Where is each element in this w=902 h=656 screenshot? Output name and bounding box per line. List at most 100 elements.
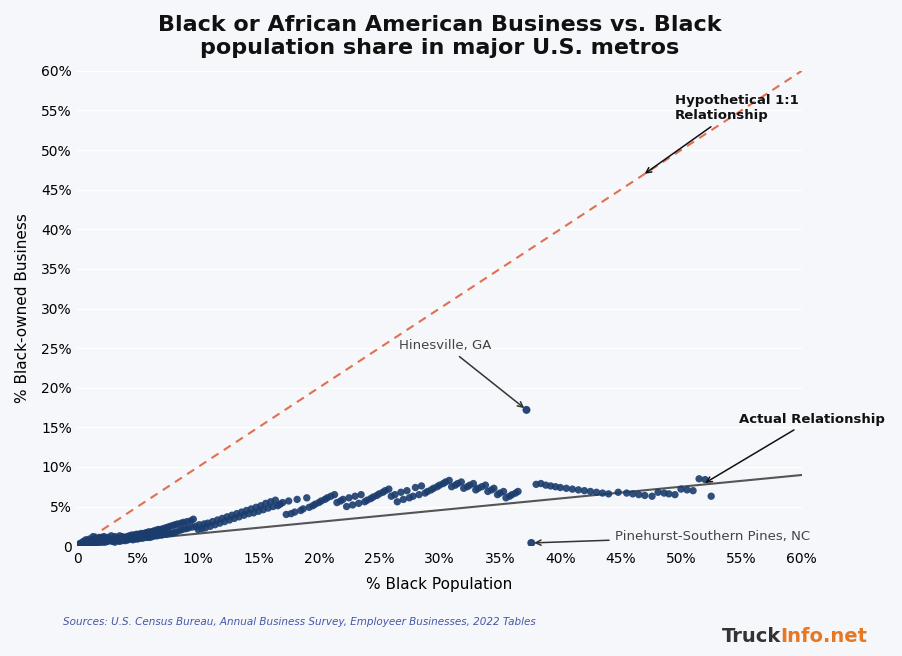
X-axis label: % Black Population: % Black Population (366, 577, 512, 592)
Point (160, 529, 174, 539)
Point (80, 536, 95, 546)
Point (203, 521, 217, 531)
Point (151, 524, 165, 535)
Point (220, 512, 235, 522)
Point (538, 480, 553, 491)
Point (152, 530, 167, 541)
Point (273, 499, 288, 510)
Point (162, 528, 177, 539)
Point (496, 486, 511, 497)
Point (135, 533, 150, 543)
Point (559, 483, 574, 493)
Point (448, 480, 463, 491)
Point (478, 480, 492, 491)
Point (82, 534, 97, 544)
Point (129, 529, 143, 539)
Point (306, 501, 320, 511)
Point (113, 536, 127, 546)
Point (86, 538, 100, 548)
Point (357, 497, 372, 507)
Point (179, 523, 193, 534)
Point (88, 538, 103, 548)
Point (246, 508, 261, 518)
Point (161, 522, 175, 533)
Point (125, 535, 140, 545)
Point (80, 539, 95, 549)
Point (418, 488, 432, 499)
Point (117, 532, 132, 543)
Point (638, 490, 652, 501)
Point (577, 485, 592, 496)
Point (78, 535, 93, 545)
Point (86, 531, 100, 542)
Point (81, 535, 96, 546)
Point (164, 528, 179, 539)
Point (456, 483, 471, 493)
Point (657, 488, 671, 499)
Point (109, 535, 124, 546)
Point (396, 494, 410, 504)
Point (484, 485, 499, 495)
Point (85, 539, 99, 549)
Point (96, 537, 110, 547)
Point (77, 536, 91, 546)
Point (529, 479, 543, 489)
Point (170, 527, 184, 537)
Point (150, 531, 164, 541)
Point (620, 488, 634, 499)
Point (400, 485, 414, 496)
Point (524, 538, 538, 548)
Point (334, 496, 348, 506)
Point (145, 531, 160, 542)
Point (625, 489, 640, 499)
Point (339, 501, 354, 512)
Point (259, 498, 273, 508)
Point (290, 494, 304, 504)
Point (511, 486, 525, 497)
Point (252, 506, 266, 516)
Point (225, 510, 239, 520)
Point (284, 508, 299, 519)
Point (180, 516, 195, 527)
Point (75, 539, 89, 549)
Point (366, 492, 381, 502)
Point (268, 495, 282, 505)
Point (89, 533, 104, 543)
Point (427, 483, 441, 493)
Point (314, 496, 328, 506)
Point (253, 501, 268, 511)
Point (336, 494, 350, 504)
Point (95, 535, 109, 546)
Point (611, 487, 625, 497)
Point (279, 509, 293, 520)
Point (288, 507, 302, 518)
Point (375, 487, 390, 497)
Point (78, 539, 92, 550)
Point (156, 523, 170, 534)
Text: Sources: U.S. Census Bureau, Annual Business Survey, Employeer Businesses, 2022 : Sources: U.S. Census Bureau, Annual Busi… (63, 617, 536, 626)
Point (438, 477, 453, 487)
Point (566, 484, 580, 495)
Point (509, 488, 523, 499)
Point (692, 474, 706, 484)
Point (206, 516, 220, 527)
Point (571, 485, 585, 495)
Point (631, 489, 646, 500)
Point (442, 475, 456, 485)
Point (124, 534, 138, 544)
Point (98, 533, 113, 543)
Point (235, 507, 249, 518)
Point (133, 533, 147, 543)
Point (96, 533, 110, 543)
Point (382, 484, 396, 495)
Y-axis label: % Black-owned Business: % Black-owned Business (15, 214, 30, 403)
Point (168, 520, 182, 530)
Point (74, 539, 88, 550)
Point (499, 493, 513, 503)
Point (197, 519, 211, 529)
Point (327, 489, 342, 500)
Point (237, 510, 252, 520)
Point (149, 525, 163, 535)
Point (471, 483, 485, 493)
Point (127, 530, 142, 541)
